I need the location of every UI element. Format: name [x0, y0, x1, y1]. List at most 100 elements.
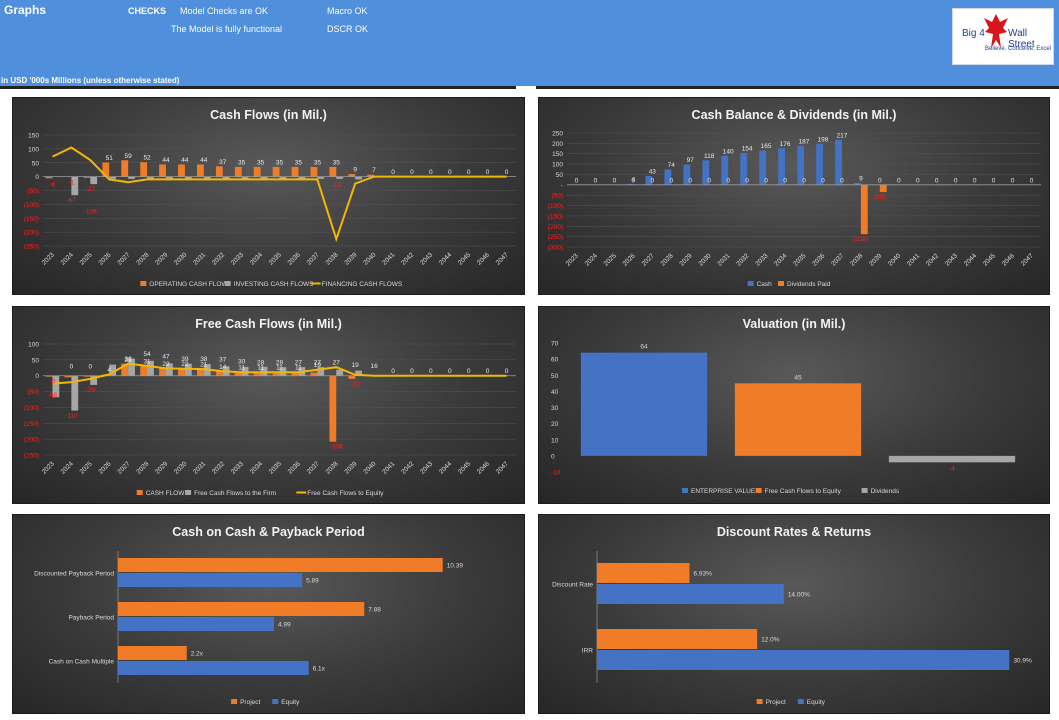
y-tick-label: 20	[551, 421, 559, 428]
bar	[118, 558, 443, 572]
data-label: 51	[106, 155, 114, 162]
data-label: 0	[448, 368, 452, 375]
eagle-icon	[984, 14, 1008, 48]
x-tick-label: 2044	[438, 251, 453, 266]
x-tick-label: 2028	[135, 251, 150, 266]
data-label: 0	[688, 177, 692, 184]
bar	[90, 176, 98, 185]
bar	[854, 182, 861, 185]
x-tick-label: 2037	[830, 252, 845, 267]
legend-swatch	[272, 699, 279, 704]
data-label: -29	[86, 387, 96, 394]
data-label: -4	[949, 465, 955, 472]
logo-tagline: Believe, Conceive, Excel	[985, 46, 1052, 52]
x-tick-label: 2031	[192, 251, 207, 266]
data-label: 165	[761, 143, 772, 150]
bar	[310, 166, 318, 177]
data-label: -68	[48, 392, 58, 399]
chart-title: Valuation (in Mil.)	[743, 317, 846, 331]
data-label: 0	[764, 177, 768, 184]
data-label: 11	[238, 365, 245, 372]
data-label: 35	[276, 159, 284, 166]
y-tick-label: (50)	[27, 389, 39, 396]
x-tick-label: 2030	[173, 251, 188, 266]
bar	[298, 176, 306, 179]
data-label: 35	[238, 159, 246, 166]
bar	[203, 176, 211, 179]
y-tick-label: 70	[551, 341, 559, 348]
data-label: 0	[486, 169, 490, 176]
bar	[140, 162, 148, 177]
data-label: -67	[67, 197, 77, 204]
bar	[102, 162, 110, 177]
legend-swatch	[224, 281, 231, 286]
x-tick-label: 2030	[173, 460, 188, 475]
y-tick-label: (50)	[551, 193, 563, 200]
bar	[310, 372, 318, 376]
bar	[683, 164, 691, 185]
data-label: 0	[448, 169, 452, 176]
category-label: Cash on Cash Multiple	[49, 659, 115, 666]
x-tick-label: 2029	[154, 460, 169, 475]
x-tick-label: 2042	[400, 460, 415, 475]
bar	[253, 166, 261, 177]
x-tick-label: 2038	[324, 460, 339, 475]
checks-label: CHECKS	[128, 6, 167, 16]
x-tick-label: 2026	[97, 251, 112, 266]
data-label: 0	[897, 177, 901, 184]
header-divider-left	[0, 86, 516, 89]
data-label: (35)	[874, 194, 886, 201]
y-tick-label: (300)	[548, 245, 563, 252]
y-tick-label: (150)	[548, 213, 563, 220]
legend-entry: Free Cash Flows to Equity	[307, 490, 384, 497]
x-tick-label: 2024	[60, 460, 75, 475]
chart-title: Free Cash Flows (in Mil.)	[195, 317, 342, 331]
data-label: 10.39	[447, 563, 464, 570]
bar	[367, 174, 375, 177]
legend-swatch	[682, 488, 688, 493]
data-label: 0	[429, 169, 433, 176]
bar	[121, 160, 129, 177]
bar	[109, 364, 117, 376]
data-label: 0	[821, 177, 825, 184]
data-label: 154	[742, 145, 753, 152]
y-tick-label: (100)	[548, 203, 563, 210]
x-tick-label: 2042	[925, 252, 940, 267]
bar	[645, 175, 653, 185]
x-tick-label: 2023	[565, 252, 580, 267]
cash-flows-chart: Cash Flows (in Mil.) 150 100 50 0 (50) (100) (1…	[12, 97, 525, 295]
bar	[860, 184, 868, 235]
data-label: 0	[745, 177, 749, 184]
x-tick-label: 2046	[476, 251, 491, 266]
data-label: 45	[794, 374, 802, 381]
data-label: -1	[68, 180, 74, 187]
bar	[317, 367, 325, 376]
x-tick-label: 2031	[192, 460, 207, 475]
bar	[597, 629, 758, 649]
chart-title: Cash Balance & Dividends (in Mil.)	[692, 108, 897, 122]
data-label: 11	[257, 365, 264, 372]
bar	[759, 150, 767, 185]
data-label: 4.99	[278, 622, 291, 629]
data-label: 0	[467, 368, 471, 375]
x-tick-label: 2043	[419, 460, 434, 475]
data-label: -108	[84, 209, 97, 216]
bar	[197, 164, 204, 177]
x-tick-label: 2025	[79, 460, 94, 475]
bar	[71, 375, 79, 411]
bar	[580, 352, 708, 456]
bar	[835, 139, 842, 185]
x-tick-label: 2039	[868, 252, 883, 267]
x-tick-label: 2044	[438, 460, 453, 475]
check-macro-status: Macro OK	[327, 6, 368, 16]
data-label: 0	[594, 177, 598, 184]
data-label: -10	[332, 182, 342, 189]
bar	[121, 363, 129, 376]
bar	[336, 369, 344, 376]
free-cash-flows-chart: Free Cash Flows (in Mil.) 100 50 0 (50) (100)…	[12, 306, 525, 504]
x-tick-label: 2040	[362, 460, 377, 475]
data-label: 6.1x	[313, 666, 326, 673]
data-label: 43	[649, 168, 657, 175]
y-tick-label: -	[561, 182, 563, 189]
data-label: 0	[429, 368, 433, 375]
